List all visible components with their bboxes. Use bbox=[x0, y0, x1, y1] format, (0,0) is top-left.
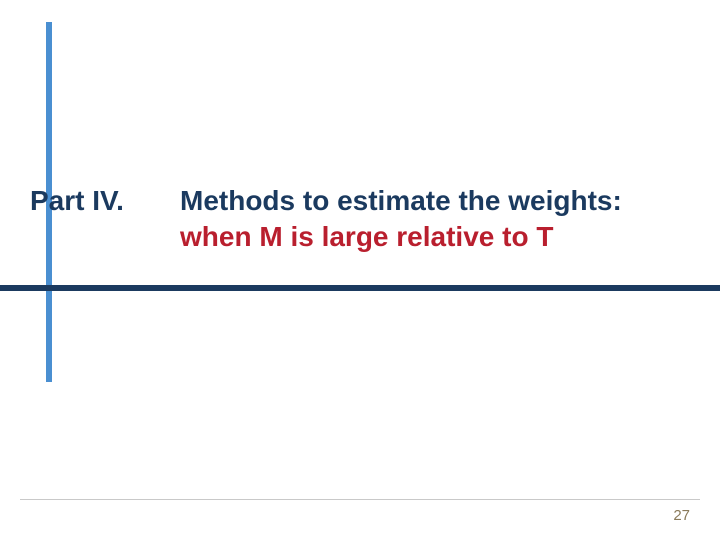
section-heading: Part IV.Methods to estimate the weights:… bbox=[30, 185, 690, 253]
page-number: 27 bbox=[673, 507, 690, 524]
heading-title-main: Methods to estimate the weights: bbox=[180, 185, 622, 216]
part-label: Part IV. bbox=[30, 185, 180, 217]
heading-line-1: Part IV.Methods to estimate the weights: bbox=[30, 185, 690, 217]
footer-divider bbox=[20, 499, 700, 500]
horizontal-divider-bar bbox=[0, 285, 720, 291]
heading-title-accent: when M is large relative to T bbox=[180, 221, 690, 253]
